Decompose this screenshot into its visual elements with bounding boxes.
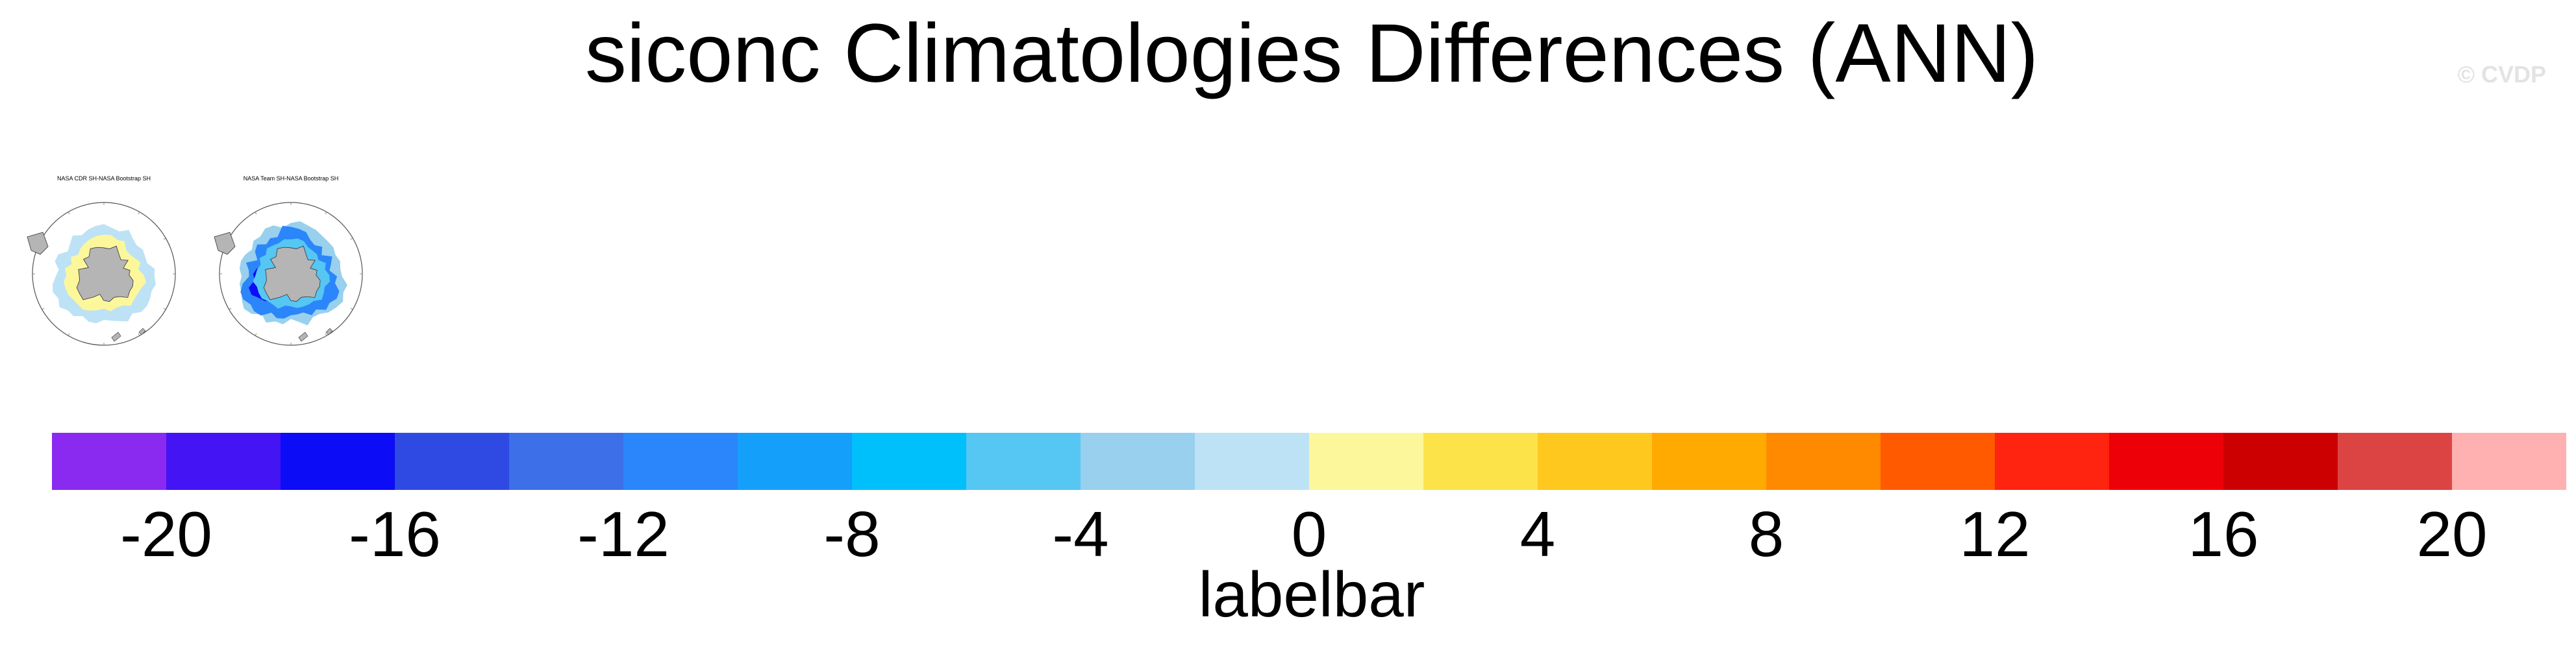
colorbar-bin — [623, 433, 738, 490]
colorbar-bin — [1652, 433, 1767, 490]
graticule-tick — [163, 237, 166, 240]
graticule-tick — [350, 237, 353, 240]
island-landmass — [325, 328, 333, 335]
colorbar-bin — [738, 433, 853, 490]
colorbar-bin — [2109, 433, 2224, 490]
panel-title: NASA CDR SH-NASA Bootstrap SH — [56, 175, 151, 182]
new-zealand-landmass — [111, 332, 121, 342]
graticule-tick — [163, 308, 166, 310]
colorbar-bin — [2452, 433, 2566, 490]
graticule-tick — [325, 333, 327, 336]
graticule-tick — [229, 308, 232, 310]
map-panel-nasa-cdr: NASA CDR SH-NASA Bootstrap SH — [14, 170, 194, 358]
tick-label: -12 — [577, 498, 669, 570]
graticule-tick — [138, 333, 140, 336]
tick-label: 0 — [1291, 498, 1327, 570]
colorbar-bin — [395, 433, 510, 490]
island-landmass — [138, 328, 146, 335]
colorbar-bin — [1995, 433, 2110, 490]
colorbar-bin — [281, 433, 395, 490]
colorbar-bin — [2223, 433, 2338, 490]
colorbar-bin — [2338, 433, 2453, 490]
tick-label: 16 — [2188, 498, 2259, 570]
graticule-tick — [138, 212, 140, 215]
watermark: © CVDP — [2457, 61, 2546, 88]
colorbar — [52, 433, 2566, 490]
colorbar-label: labelbar — [1198, 559, 1425, 630]
colorbar-bin — [1195, 433, 1310, 490]
polar-map — [27, 202, 176, 346]
panel-title: NASA Team SH-NASA Bootstrap SH — [243, 175, 339, 182]
colorbar-bin — [1538, 433, 1653, 490]
page-title: siconc Climatologies Differences (ANN) — [584, 7, 2039, 100]
colorbar-bin — [1881, 433, 1995, 490]
tick-label: -4 — [1052, 498, 1109, 570]
antarctica-landmass — [263, 245, 321, 302]
map-panel-nasa-team: NASA Team SH-NASA Bootstrap SH — [201, 170, 381, 358]
south-america-landmass — [27, 232, 49, 255]
colorbar-bin — [966, 433, 1081, 490]
colorbar-bin — [1423, 433, 1538, 490]
colorbar-bin — [1766, 433, 1881, 490]
tick-label: -20 — [120, 498, 212, 570]
graticule-tick — [68, 212, 70, 215]
tick-label: 20 — [2416, 498, 2488, 570]
colorbar-bin — [166, 433, 281, 490]
colorbar-bin — [852, 433, 967, 490]
graticule-tick — [255, 212, 257, 215]
graticule-tick — [255, 333, 257, 336]
tick-label: 8 — [1748, 498, 1784, 570]
new-zealand-landmass — [298, 332, 308, 342]
tick-label: 4 — [1519, 498, 1556, 570]
colorbar-bin — [509, 433, 624, 490]
graticule-tick — [68, 333, 70, 336]
tick-label: -8 — [823, 498, 881, 570]
polar-map — [214, 202, 363, 346]
tick-label: -16 — [349, 498, 441, 570]
graticule-tick — [42, 308, 45, 310]
antarctica-landmass — [76, 245, 134, 302]
south-america-landmass — [214, 232, 236, 255]
colorbar-bin — [1309, 433, 1424, 490]
graticule-tick — [350, 308, 353, 310]
colorbar-bin — [1081, 433, 1195, 490]
colorbar-bin — [52, 433, 167, 490]
tick-label: 12 — [1959, 498, 2031, 570]
graticule-tick — [325, 212, 327, 215]
